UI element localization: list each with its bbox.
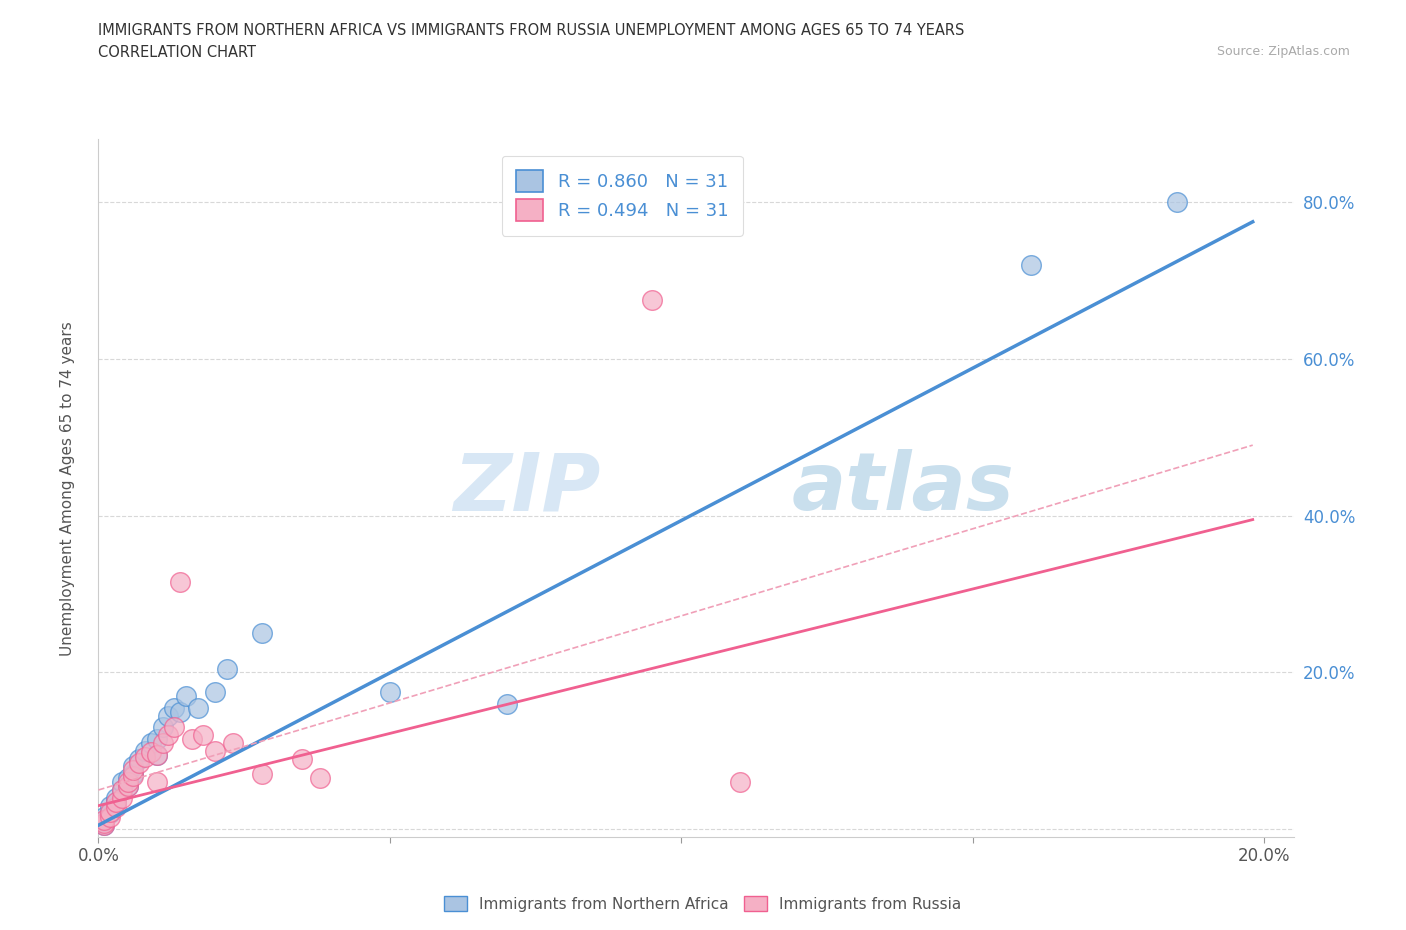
Point xyxy=(1166,194,1188,209)
Point xyxy=(93,810,115,825)
Point xyxy=(152,736,174,751)
Point xyxy=(93,816,115,830)
Point xyxy=(204,684,226,699)
Point xyxy=(117,775,139,790)
Point xyxy=(93,812,115,827)
Point xyxy=(204,743,226,758)
Point xyxy=(152,720,174,735)
Point xyxy=(98,804,121,819)
Point xyxy=(98,806,121,821)
Point xyxy=(145,748,167,763)
Point xyxy=(378,684,401,699)
Point xyxy=(104,794,127,809)
Point xyxy=(1019,258,1042,272)
Point xyxy=(117,778,139,793)
Point xyxy=(122,767,145,782)
Point xyxy=(98,798,121,813)
Point xyxy=(157,708,180,723)
Point xyxy=(111,775,134,790)
Point xyxy=(117,778,139,793)
Point xyxy=(122,759,145,774)
Text: IMMIGRANTS FROM NORTHERN AFRICA VS IMMIGRANTS FROM RUSSIA UNEMPLOYMENT AMONG AGE: IMMIGRANTS FROM NORTHERN AFRICA VS IMMIG… xyxy=(98,23,965,38)
Legend: Immigrants from Northern Africa, Immigrants from Russia: Immigrants from Northern Africa, Immigra… xyxy=(439,889,967,918)
Point xyxy=(221,736,243,751)
Point xyxy=(111,782,134,797)
Point xyxy=(145,775,167,790)
Point xyxy=(728,775,751,790)
Point xyxy=(128,755,150,770)
Point xyxy=(250,767,273,782)
Point xyxy=(309,771,332,786)
Point xyxy=(111,782,134,797)
Point xyxy=(104,794,127,809)
Point xyxy=(128,751,150,766)
Point xyxy=(98,810,121,825)
Point xyxy=(163,700,186,715)
Point xyxy=(174,688,197,703)
Point xyxy=(122,768,145,783)
Point xyxy=(93,817,115,832)
Point xyxy=(93,814,115,829)
Point xyxy=(169,575,191,590)
Point xyxy=(215,661,238,676)
Point xyxy=(641,293,664,308)
Legend: R = 0.860   N = 31, R = 0.494   N = 31: R = 0.860 N = 31, R = 0.494 N = 31 xyxy=(502,155,742,235)
Point xyxy=(122,763,145,777)
Point xyxy=(169,704,191,719)
Point xyxy=(139,745,162,760)
Text: CORRELATION CHART: CORRELATION CHART xyxy=(98,45,256,60)
Point xyxy=(93,817,115,832)
Point xyxy=(104,790,127,805)
Point xyxy=(193,727,215,742)
Point xyxy=(495,697,517,711)
Point xyxy=(117,771,139,786)
Point xyxy=(163,720,186,735)
Point xyxy=(104,800,127,815)
Text: atlas: atlas xyxy=(792,449,1014,527)
Point xyxy=(250,626,273,641)
Point xyxy=(291,751,314,766)
Point xyxy=(186,700,208,715)
Point xyxy=(145,748,167,763)
Point xyxy=(145,732,167,747)
Point xyxy=(180,732,202,747)
Point xyxy=(139,736,162,751)
Point xyxy=(111,790,134,805)
Point xyxy=(157,727,180,742)
Text: Source: ZipAtlas.com: Source: ZipAtlas.com xyxy=(1216,45,1350,58)
Point xyxy=(134,743,156,758)
Text: ZIP: ZIP xyxy=(453,449,600,527)
Point xyxy=(134,750,156,764)
Y-axis label: Unemployment Among Ages 65 to 74 years: Unemployment Among Ages 65 to 74 years xyxy=(60,321,75,656)
